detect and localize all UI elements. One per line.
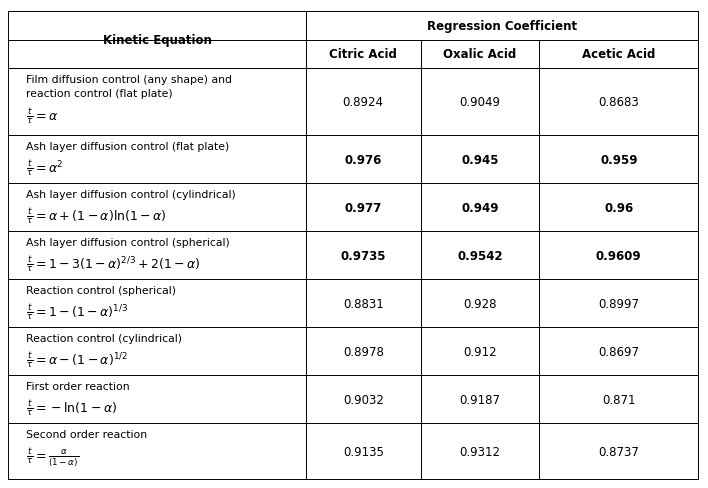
Text: 0.8978: 0.8978 <box>343 345 384 358</box>
Text: 0.949: 0.949 <box>462 202 498 214</box>
Text: Second order reaction: Second order reaction <box>26 429 147 439</box>
Text: 0.977: 0.977 <box>345 202 382 214</box>
Text: 0.945: 0.945 <box>462 154 498 166</box>
Text: 0.976: 0.976 <box>345 154 382 166</box>
Text: 0.9049: 0.9049 <box>459 96 501 109</box>
Text: $\frac{t}{\tau} = 1-(1-\alpha)^{1/3}$: $\frac{t}{\tau} = 1-(1-\alpha)^{1/3}$ <box>26 302 128 322</box>
Text: 0.928: 0.928 <box>463 297 497 310</box>
Text: Reaction control (cylindrical): Reaction control (cylindrical) <box>26 333 182 343</box>
Text: $\frac{t}{\tau} = 1-3(1-\alpha)^{2/3}+2(1-\alpha)$: $\frac{t}{\tau} = 1-3(1-\alpha)^{2/3}+2(… <box>26 254 201 274</box>
Text: Reaction control (spherical): Reaction control (spherical) <box>26 285 176 295</box>
Text: reaction control (flat plate): reaction control (flat plate) <box>26 89 173 99</box>
Text: 0.8697: 0.8697 <box>598 345 639 358</box>
Text: Ash layer diffusion control (spherical): Ash layer diffusion control (spherical) <box>26 238 230 247</box>
Text: 0.8997: 0.8997 <box>598 297 639 310</box>
Text: Kinetic Equation: Kinetic Equation <box>103 34 212 47</box>
Text: 0.912: 0.912 <box>463 345 497 358</box>
Text: 0.8737: 0.8737 <box>598 445 639 458</box>
Text: Film diffusion control (any shape) and: Film diffusion control (any shape) and <box>26 75 232 84</box>
Text: $\frac{t}{\tau} = \alpha^{2}$: $\frac{t}{\tau} = \alpha^{2}$ <box>26 159 64 178</box>
Text: 0.8831: 0.8831 <box>343 297 384 310</box>
Text: 0.9609: 0.9609 <box>596 249 641 262</box>
Text: 0.8683: 0.8683 <box>598 96 639 109</box>
Text: 0.871: 0.871 <box>602 393 636 406</box>
Text: 0.9187: 0.9187 <box>459 393 501 406</box>
Text: $\frac{t}{\tau} = \frac{\alpha}{(1-\alpha)}$: $\frac{t}{\tau} = \frac{\alpha}{(1-\alph… <box>26 446 79 468</box>
Text: 0.9135: 0.9135 <box>343 445 384 458</box>
Text: First order reaction: First order reaction <box>26 381 130 391</box>
Text: 0.959: 0.959 <box>600 154 637 166</box>
Text: Citric Acid: Citric Acid <box>329 48 397 61</box>
Text: Ash layer diffusion control (flat plate): Ash layer diffusion control (flat plate) <box>26 142 229 152</box>
Text: 0.96: 0.96 <box>604 202 634 214</box>
Text: Acetic Acid: Acetic Acid <box>582 48 656 61</box>
Text: 0.8924: 0.8924 <box>343 96 384 109</box>
Text: Ash layer diffusion control (cylindrical): Ash layer diffusion control (cylindrical… <box>26 190 236 200</box>
Text: 0.9542: 0.9542 <box>457 249 503 262</box>
Text: $\frac{t}{\tau} = \alpha-(1-\alpha)^{1/2}$: $\frac{t}{\tau} = \alpha-(1-\alpha)^{1/2… <box>26 350 128 369</box>
Text: 0.9312: 0.9312 <box>459 445 501 458</box>
Text: 0.9032: 0.9032 <box>343 393 384 406</box>
Text: Oxalic Acid: Oxalic Acid <box>443 48 517 61</box>
Text: $\frac{t}{\tau} = \alpha + (1-\alpha)\ln(1-\alpha)$: $\frac{t}{\tau} = \alpha + (1-\alpha)\ln… <box>26 206 167 226</box>
Text: Regression Coefficient: Regression Coefficient <box>427 20 577 33</box>
Text: $\frac{t}{\tau} = \alpha$: $\frac{t}{\tau} = \alpha$ <box>26 106 59 126</box>
Text: 0.9735: 0.9735 <box>341 249 386 262</box>
Text: $\frac{t}{\tau} = -\ln(1-\alpha)$: $\frac{t}{\tau} = -\ln(1-\alpha)$ <box>26 398 118 417</box>
